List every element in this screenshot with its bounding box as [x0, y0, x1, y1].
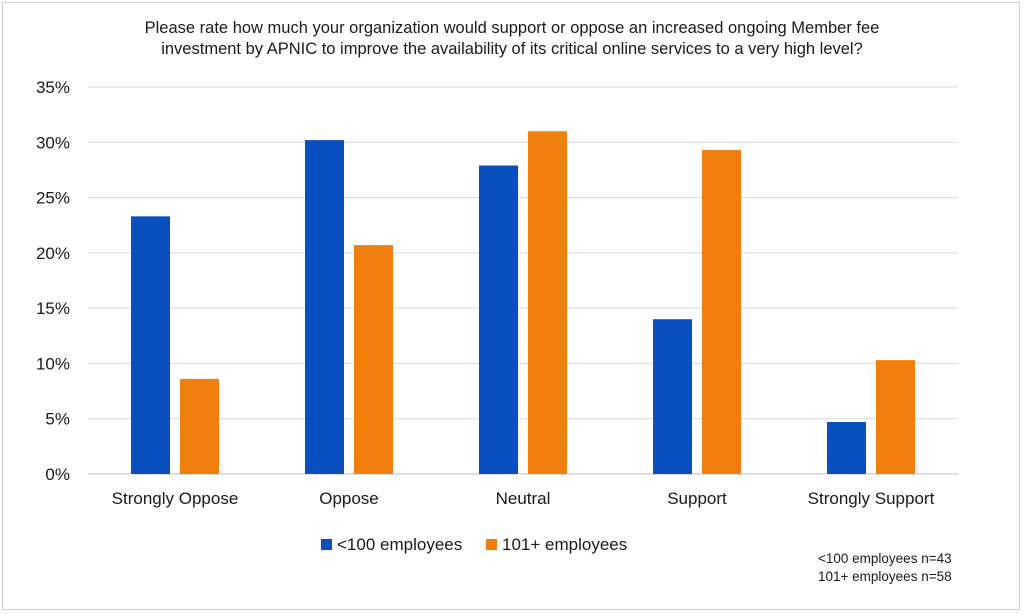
bar-small-org	[827, 422, 866, 474]
legend-swatch	[321, 539, 332, 550]
category-label: Support	[667, 489, 727, 508]
bar-large-org	[702, 150, 741, 475]
bar-large-org	[354, 245, 393, 474]
category-label: Strongly Support	[808, 489, 935, 508]
chart-title-line-2: investment by APNIC to improve the avail…	[161, 40, 863, 58]
bar-large-org	[528, 131, 567, 474]
y-tick-label: 10%	[36, 354, 70, 373]
y-tick-label: 20%	[36, 244, 70, 263]
category-label: Strongly Oppose	[112, 489, 239, 508]
bar-small-org	[131, 216, 170, 474]
bar-small-org	[305, 140, 344, 474]
y-tick-label: 0%	[45, 465, 70, 484]
y-tick-label: 5%	[45, 410, 70, 429]
chart-title: Please rate how much your organization w…	[60, 18, 964, 60]
legend-label: 101+ employees	[502, 535, 627, 554]
bar-small-org	[479, 165, 518, 474]
category-label: Neutral	[496, 489, 551, 508]
bar-large-org	[180, 378, 219, 474]
y-tick-label: 35%	[36, 78, 70, 97]
category-label: Oppose	[319, 489, 379, 508]
chart-title-line-1: Please rate how much your organization w…	[144, 19, 880, 37]
y-tick-label: 30%	[36, 133, 70, 152]
sample-size-note: <100 employees n=43 101+ employees n=58	[818, 550, 952, 586]
sample-size-small: <100 employees n=43	[818, 551, 952, 566]
y-tick-label: 25%	[36, 189, 70, 208]
legend-label: <100 employees	[337, 535, 462, 554]
sample-size-large: 101+ employees n=58	[818, 569, 952, 584]
y-tick-label: 15%	[36, 299, 70, 318]
bar-large-org	[876, 360, 915, 474]
bar-small-org	[653, 319, 692, 474]
legend-swatch	[486, 539, 497, 550]
